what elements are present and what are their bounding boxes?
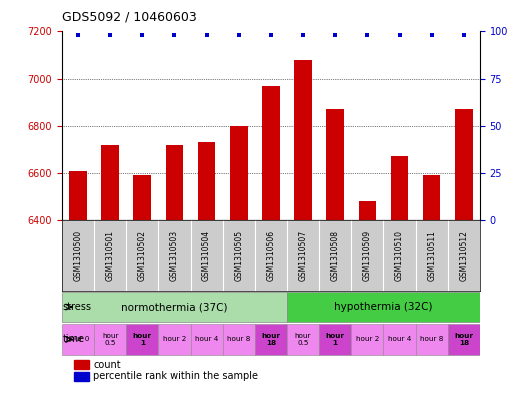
Point (202, 32, 211, 39)
Point (460, 32, 468, 39)
Text: time: time (62, 334, 85, 344)
Point (331, 32, 340, 39)
Text: hour
1: hour 1 (133, 333, 152, 346)
Point (363, 32, 372, 39)
Text: GSM1310501: GSM1310501 (106, 230, 115, 281)
Bar (262, 86, 280, 220)
Text: GSM1310506: GSM1310506 (266, 230, 276, 281)
Bar (319, 324, 351, 355)
Text: GSM1310500: GSM1310500 (73, 230, 83, 281)
Text: GSM1310502: GSM1310502 (138, 230, 147, 281)
Text: percentile rank within the sample: percentile rank within the sample (93, 371, 259, 381)
Bar (391, 156, 408, 220)
Point (138, 32, 147, 39)
Text: hour
0.5: hour 0.5 (102, 333, 118, 346)
Bar (326, 109, 344, 220)
Text: hour 4: hour 4 (388, 336, 411, 342)
Bar (74, 372, 89, 381)
Point (106, 32, 114, 39)
Bar (230, 126, 248, 220)
Bar (166, 145, 183, 220)
Text: hypothermia (32C): hypothermia (32C) (334, 302, 433, 312)
Bar (359, 201, 376, 220)
Text: hour 8: hour 8 (420, 336, 443, 342)
Bar (287, 324, 319, 355)
Text: normothermia (37C): normothermia (37C) (121, 302, 228, 312)
Text: GSM1310503: GSM1310503 (170, 230, 179, 281)
Text: GSM1310512: GSM1310512 (459, 230, 469, 281)
Text: GSM1310511: GSM1310511 (427, 230, 436, 281)
Text: hour
0.5: hour 0.5 (295, 333, 311, 346)
Bar (74, 360, 89, 369)
Bar (94, 324, 126, 355)
Text: hour 2: hour 2 (163, 336, 186, 342)
Bar (62, 292, 287, 321)
Text: stress: stress (62, 302, 91, 312)
Text: hour 8: hour 8 (227, 336, 250, 342)
Bar (198, 142, 216, 220)
Bar (294, 60, 312, 220)
Bar (255, 324, 287, 355)
Bar (101, 145, 119, 220)
Text: hour 2: hour 2 (356, 336, 379, 342)
Bar (287, 292, 480, 321)
Bar (415, 324, 448, 355)
Bar (158, 324, 190, 355)
Point (74, 32, 82, 39)
Bar (134, 175, 151, 220)
Text: GDS5092 / 10460603: GDS5092 / 10460603 (62, 11, 197, 24)
Text: GSM1310504: GSM1310504 (202, 230, 211, 281)
Text: GSM1310510: GSM1310510 (395, 230, 404, 281)
Text: hour
18: hour 18 (454, 333, 473, 346)
Text: GSM1310505: GSM1310505 (234, 230, 243, 281)
Point (267, 32, 275, 39)
Text: GSM1310508: GSM1310508 (331, 230, 340, 281)
Bar (423, 175, 441, 220)
Text: GSM1310507: GSM1310507 (299, 230, 308, 281)
Bar (351, 324, 383, 355)
Bar (190, 324, 223, 355)
Bar (62, 324, 94, 355)
Bar (455, 109, 473, 220)
Bar (448, 324, 480, 355)
Text: hour
18: hour 18 (262, 333, 280, 346)
Point (428, 32, 436, 39)
Bar (69, 171, 87, 220)
Text: count: count (93, 360, 121, 369)
Bar (383, 324, 415, 355)
Bar (223, 324, 255, 355)
Text: hour
1: hour 1 (326, 333, 345, 346)
Text: hour 0: hour 0 (67, 336, 90, 342)
Point (299, 32, 307, 39)
Point (395, 32, 404, 39)
Point (235, 32, 243, 39)
Text: GSM1310509: GSM1310509 (363, 230, 372, 281)
Bar (126, 324, 158, 355)
Point (170, 32, 179, 39)
Text: hour 4: hour 4 (195, 336, 218, 342)
